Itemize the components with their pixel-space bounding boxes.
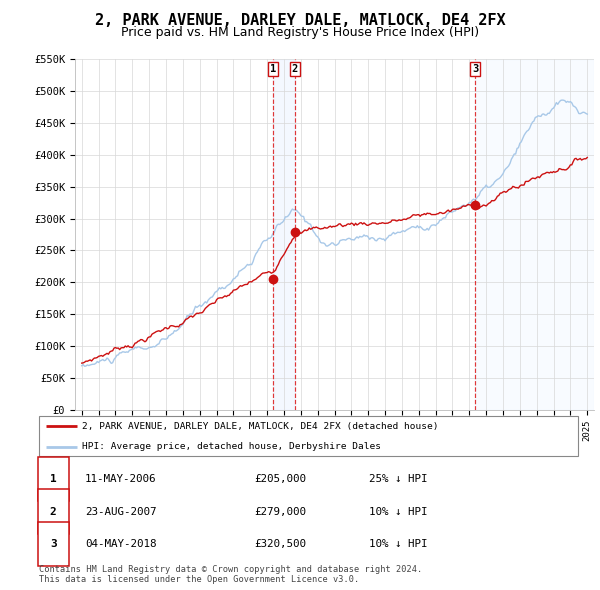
Text: HPI: Average price, detached house, Derbyshire Dales: HPI: Average price, detached house, Derb…: [82, 442, 382, 451]
Text: 1: 1: [270, 64, 276, 74]
FancyBboxPatch shape: [38, 490, 69, 533]
Text: 11-MAY-2006: 11-MAY-2006: [85, 474, 157, 484]
Text: 04-MAY-2018: 04-MAY-2018: [85, 539, 157, 549]
FancyBboxPatch shape: [38, 457, 69, 502]
Text: Contains HM Land Registry data © Crown copyright and database right 2024.: Contains HM Land Registry data © Crown c…: [39, 565, 422, 573]
Bar: [475, 59, 594, 410]
Text: £320,500: £320,500: [254, 539, 307, 549]
Text: 2, PARK AVENUE, DARLEY DALE, MATLOCK, DE4 2FX (detached house): 2, PARK AVENUE, DARLEY DALE, MATLOCK, DE…: [82, 422, 439, 431]
Text: 2, PARK AVENUE, DARLEY DALE, MATLOCK, DE4 2FX: 2, PARK AVENUE, DARLEY DALE, MATLOCK, DE…: [95, 13, 505, 28]
Text: 3: 3: [472, 64, 478, 74]
Text: This data is licensed under the Open Government Licence v3.0.: This data is licensed under the Open Gov…: [39, 575, 359, 584]
Text: 23-AUG-2007: 23-AUG-2007: [85, 507, 157, 516]
Text: 10% ↓ HPI: 10% ↓ HPI: [369, 539, 428, 549]
Bar: [273, 59, 295, 410]
Text: 25% ↓ HPI: 25% ↓ HPI: [369, 474, 428, 484]
Text: 2: 2: [292, 64, 298, 74]
Text: 3: 3: [50, 539, 56, 549]
FancyBboxPatch shape: [38, 522, 69, 566]
Text: 1: 1: [50, 474, 56, 484]
Text: £205,000: £205,000: [254, 474, 307, 484]
Text: 10% ↓ HPI: 10% ↓ HPI: [369, 507, 428, 516]
Text: 2: 2: [50, 507, 56, 516]
FancyBboxPatch shape: [39, 417, 578, 455]
Text: Price paid vs. HM Land Registry's House Price Index (HPI): Price paid vs. HM Land Registry's House …: [121, 26, 479, 39]
Text: £279,000: £279,000: [254, 507, 307, 516]
